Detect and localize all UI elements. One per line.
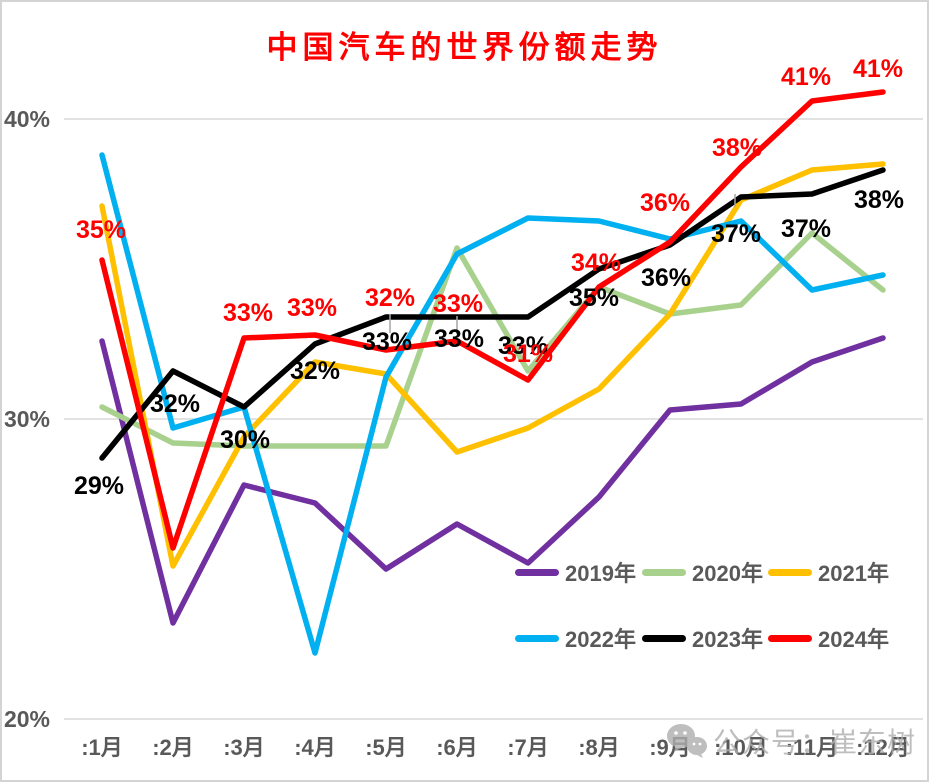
x-axis-label-3: :3月: [223, 735, 265, 760]
series-line-2019: [99, 335, 886, 626]
x-axis-label-10: :10月: [714, 735, 768, 760]
legend-label-2020: 2020年: [692, 561, 763, 586]
legend-item-2022: 2022年: [515, 626, 636, 652]
chart-title: 中国汽车的世界份额走势: [266, 30, 663, 65]
x-axis-label-4: :4月: [294, 735, 336, 760]
x-axis-label-6: :6月: [436, 735, 478, 760]
legend-label-2024: 2024年: [818, 627, 889, 652]
legend-swatch-2019: [515, 568, 559, 576]
x-axis-label-1: :1月: [81, 735, 123, 760]
x-axis-label-11: :11月: [786, 735, 839, 760]
data-label-2023: 33%: [434, 325, 484, 353]
legend-label-2023: 2023年: [692, 627, 763, 652]
legend-swatch-2022: [515, 634, 559, 642]
x-axis-label-12: :12月: [856, 735, 910, 760]
data-label-2024: 38%: [712, 134, 762, 162]
data-label-2023: 35%: [569, 284, 619, 312]
series-line-2023: [99, 167, 886, 461]
legend-item-2021: 2021年: [768, 560, 889, 586]
legend-label-2021: 2021年: [818, 561, 889, 586]
series-line-2022: [99, 152, 886, 656]
y-axis-label-40%: 40%: [4, 106, 50, 132]
legend-swatch-2021: [768, 568, 812, 576]
legend-item-2023: 2023年: [642, 626, 763, 652]
legend-label-2019: 2019年: [565, 561, 636, 586]
data-label-2024: 36%: [640, 189, 690, 217]
legend-label-2022: 2022年: [565, 627, 636, 652]
data-label-2024: 35%: [76, 216, 126, 244]
data-label-2023: 36%: [641, 264, 691, 292]
data-label-2024: 31%: [503, 340, 553, 368]
legend-item-2019: 2019年: [515, 560, 636, 586]
series-line-2020: [99, 230, 886, 449]
y-axis-label-20%: 20%: [4, 706, 50, 732]
series-line-2021: [99, 161, 886, 569]
x-axis-label-5: :5月: [365, 735, 407, 760]
y-axis-label-30%: 30%: [4, 406, 50, 432]
data-label-2023: 33%: [498, 332, 548, 360]
x-axis-label-8: :8月: [578, 735, 620, 760]
data-label-2023: 37%: [781, 215, 831, 243]
data-label-2024: 41%: [853, 55, 903, 83]
data-label-2023: 32%: [290, 357, 340, 385]
data-label-2023: 33%: [362, 328, 412, 356]
x-axis-label-9: :9月: [649, 735, 691, 760]
data-label-2023: 38%: [854, 186, 904, 214]
data-label-2024: 33%: [287, 294, 337, 322]
data-label-2024: 34%: [571, 249, 621, 277]
data-label-2024: 33%: [433, 290, 483, 318]
series-line-2024: [99, 89, 886, 551]
legend-swatch-2020: [642, 568, 686, 576]
x-axis-label-7: :7月: [507, 735, 549, 760]
data-label-2023: 32%: [150, 390, 200, 418]
legend-swatch-2024: [768, 634, 812, 642]
x-axis-label-2: :2月: [152, 735, 194, 760]
data-label-2023: 29%: [74, 472, 124, 500]
data-label-2024: 41%: [781, 63, 831, 91]
data-label-2023: 37%: [711, 220, 761, 248]
legend-swatch-2023: [642, 634, 686, 642]
data-label-2024: 33%: [223, 299, 273, 327]
data-label-2024: 32%: [365, 284, 415, 312]
legend-item-2024: 2024年: [768, 626, 889, 652]
legend-item-2020: 2020年: [642, 560, 763, 586]
data-label-2023: 30%: [220, 426, 270, 454]
